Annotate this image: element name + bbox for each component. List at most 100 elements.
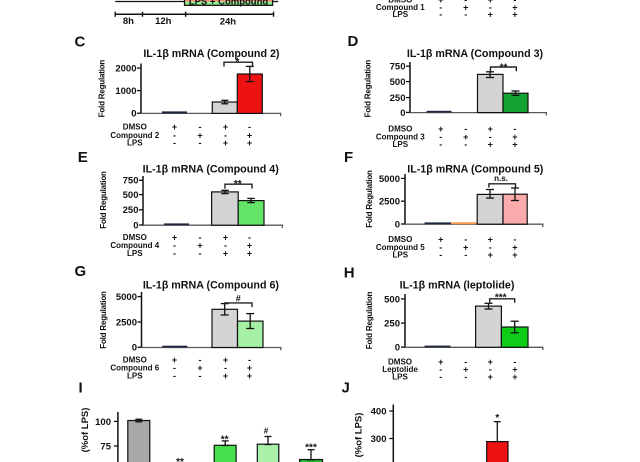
svg-text:-: -: [224, 363, 227, 373]
svg-text:DMSO: DMSO: [123, 356, 147, 365]
svg-text:+: +: [463, 365, 468, 375]
svg-text:24h: 24h: [220, 16, 237, 27]
svg-text:+: +: [172, 355, 177, 365]
svg-text:+: +: [197, 241, 202, 251]
svg-text:2500: 2500: [116, 317, 137, 328]
svg-text:LPS: LPS: [393, 140, 409, 149]
svg-text:+: +: [247, 138, 252, 148]
svg-text:-: -: [439, 372, 442, 382]
svg-text:Fold Regulation: Fold Regulation: [365, 291, 374, 349]
svg-text:*: *: [236, 57, 240, 68]
svg-text:+: +: [438, 0, 443, 5]
svg-text:+: +: [463, 132, 468, 142]
svg-text:IL-1β mRNA (Compound 5): IL-1β mRNA (Compound 5): [407, 164, 544, 176]
svg-text:+: +: [197, 130, 202, 140]
svg-text:+: +: [488, 357, 493, 367]
svg-text:Fold Regulation: Fold Regulation: [99, 291, 108, 349]
svg-text:5000: 5000: [116, 292, 137, 303]
svg-text:IL-1β mRNA (leptolide): IL-1β mRNA (leptolide): [400, 280, 515, 292]
svg-text:-: -: [199, 122, 202, 132]
svg-text:-: -: [199, 138, 202, 148]
svg-text:0: 0: [133, 220, 138, 231]
svg-text:IL-1β mRNA (Compound 2): IL-1β mRNA (Compound 2): [143, 48, 280, 60]
svg-text:**: **: [176, 457, 184, 462]
svg-text:C: C: [75, 33, 86, 50]
svg-text:-: -: [439, 242, 442, 252]
svg-text:-: -: [224, 130, 227, 140]
svg-text:+: +: [247, 248, 252, 258]
svg-text:500: 500: [123, 190, 139, 201]
svg-text:+: +: [247, 130, 252, 140]
svg-text:**: **: [500, 62, 508, 73]
svg-text:DMSO: DMSO: [388, 0, 412, 4]
svg-text:Fold Regulation: Fold Regulation: [97, 60, 106, 118]
svg-text:-: -: [199, 233, 202, 243]
svg-text:-: -: [464, 372, 467, 382]
svg-text:8h: 8h: [123, 16, 134, 27]
svg-text:400: 400: [371, 406, 387, 417]
svg-text:DMSO: DMSO: [388, 357, 412, 366]
svg-text:-: -: [513, 234, 516, 244]
svg-text:+: +: [512, 140, 517, 150]
svg-text:+: +: [247, 363, 252, 373]
svg-text:250: 250: [390, 93, 406, 104]
svg-text:Compound 5: Compound 5: [376, 243, 425, 252]
svg-text:-: -: [464, 234, 467, 244]
svg-text:-: -: [224, 241, 227, 251]
svg-text:+: +: [488, 250, 493, 260]
svg-text:Leptolide: Leptolide: [382, 365, 418, 374]
svg-text:n.s.: n.s.: [494, 174, 508, 183]
svg-text:LPS: LPS: [393, 251, 409, 260]
svg-text:+: +: [512, 10, 517, 20]
svg-text:-: -: [489, 242, 492, 252]
svg-text:+: +: [223, 371, 228, 381]
svg-text:-: -: [464, 250, 467, 260]
svg-text:LPS: LPS: [393, 10, 409, 19]
svg-text:-: -: [513, 357, 516, 367]
svg-text:**: **: [221, 435, 229, 446]
svg-text:+: +: [512, 250, 517, 260]
svg-text:DMSO: DMSO: [388, 235, 412, 244]
svg-text:+: +: [488, 10, 493, 20]
svg-text:Fold Regulation: Fold Regulation: [365, 170, 374, 228]
svg-text:+: +: [172, 233, 177, 243]
svg-text:+: +: [488, 140, 493, 150]
svg-text:500: 500: [384, 294, 400, 305]
svg-text:-: -: [489, 2, 492, 12]
svg-text:#: #: [264, 427, 269, 436]
svg-text:Fold Regulation: Fold Regulation: [364, 60, 373, 118]
svg-text:LPS: LPS: [127, 372, 143, 381]
svg-text:E: E: [78, 149, 88, 166]
svg-text:+: +: [438, 234, 443, 244]
svg-text:750: 750: [123, 176, 139, 187]
svg-text:250: 250: [384, 319, 400, 330]
svg-text:250: 250: [123, 205, 139, 216]
svg-text:LPS: LPS: [392, 373, 408, 382]
svg-text:750: 750: [390, 62, 406, 73]
svg-text:Compound 6: Compound 6: [110, 364, 159, 373]
svg-text:+: +: [247, 241, 252, 251]
svg-text:I: I: [79, 380, 83, 397]
svg-text:-: -: [173, 241, 176, 251]
svg-text:-: -: [464, 124, 467, 134]
svg-text:-: -: [248, 355, 251, 365]
svg-text:D: D: [348, 33, 359, 50]
svg-text:12h: 12h: [155, 16, 172, 27]
svg-text:-: -: [489, 132, 492, 142]
svg-text:LPS: LPS: [127, 139, 143, 148]
svg-text:LPS + Compound: LPS + Compound: [189, 0, 269, 8]
svg-text:0: 0: [132, 343, 137, 354]
svg-text:(%of LPS): (%of LPS): [80, 408, 91, 453]
svg-text:75: 75: [100, 441, 111, 452]
svg-text:J: J: [342, 380, 350, 397]
svg-text:-: -: [173, 248, 176, 258]
svg-text:500: 500: [390, 77, 406, 88]
svg-text:+: +: [488, 234, 493, 244]
svg-text:2000: 2000: [115, 64, 136, 75]
svg-text:+: +: [438, 357, 443, 367]
svg-text:+: +: [512, 372, 517, 382]
svg-text:-: -: [513, 0, 516, 5]
svg-text:Fold Regulation: Fold Regulation: [99, 171, 108, 229]
svg-text:+: +: [512, 2, 517, 12]
svg-text:IL-1β mRNA (Compound 3): IL-1β mRNA (Compound 3): [407, 48, 544, 60]
